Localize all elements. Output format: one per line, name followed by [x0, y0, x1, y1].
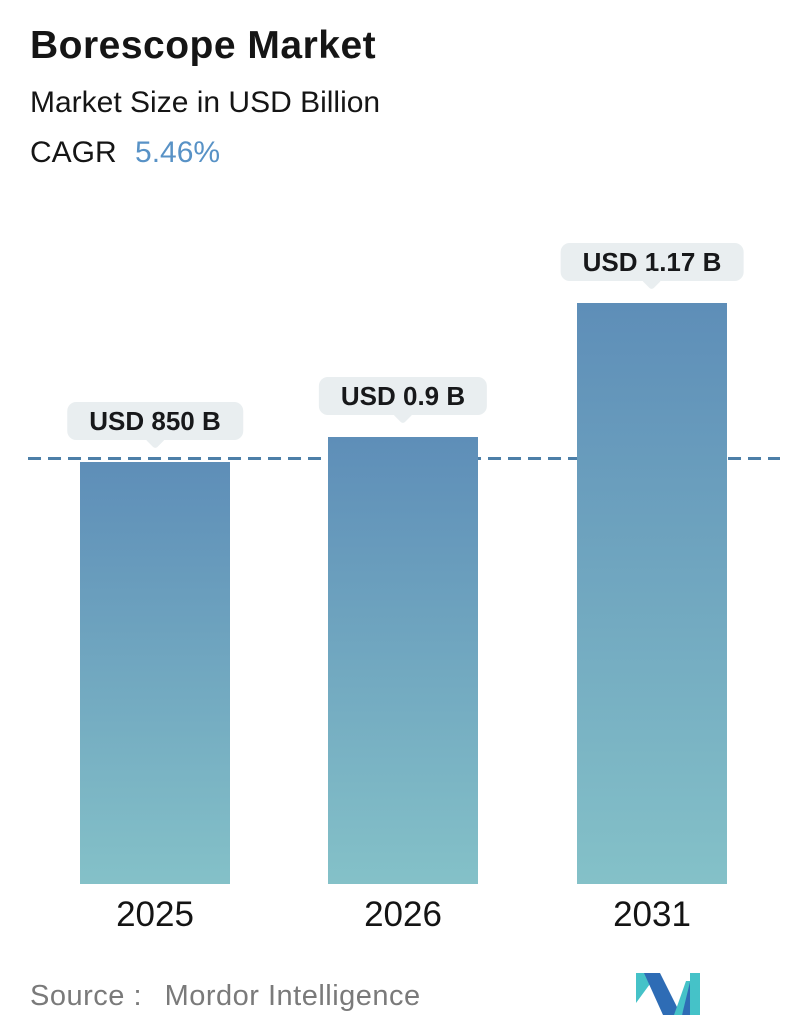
cagr-line: CAGR 5.46% [30, 136, 220, 170]
mordor-intelligence-logo [636, 973, 700, 1015]
cagr-value: 5.46% [135, 136, 221, 169]
value-callout-2031: USD 1.17 B [560, 243, 744, 281]
x-axis-label-2025: 2025 [116, 895, 194, 934]
bar-2026 [328, 437, 478, 884]
bar-2025 [80, 462, 230, 884]
chart-subtitle: Market Size in USD Billion [30, 86, 381, 119]
value-callout-2026: USD 0.9 B [318, 377, 488, 415]
cagr-label: CAGR [30, 136, 117, 169]
source-line: Source : Mordor Intelligence [30, 980, 421, 1013]
bar-2031 [577, 303, 727, 884]
value-callout-2025: USD 850 B [67, 402, 243, 440]
x-axis-label-2031: 2031 [613, 895, 691, 934]
page-title: Borescope Market [30, 24, 377, 67]
x-axis-label-2026: 2026 [364, 895, 442, 934]
source-value: Mordor Intelligence [164, 980, 421, 1012]
source-label: Source : [30, 980, 142, 1012]
